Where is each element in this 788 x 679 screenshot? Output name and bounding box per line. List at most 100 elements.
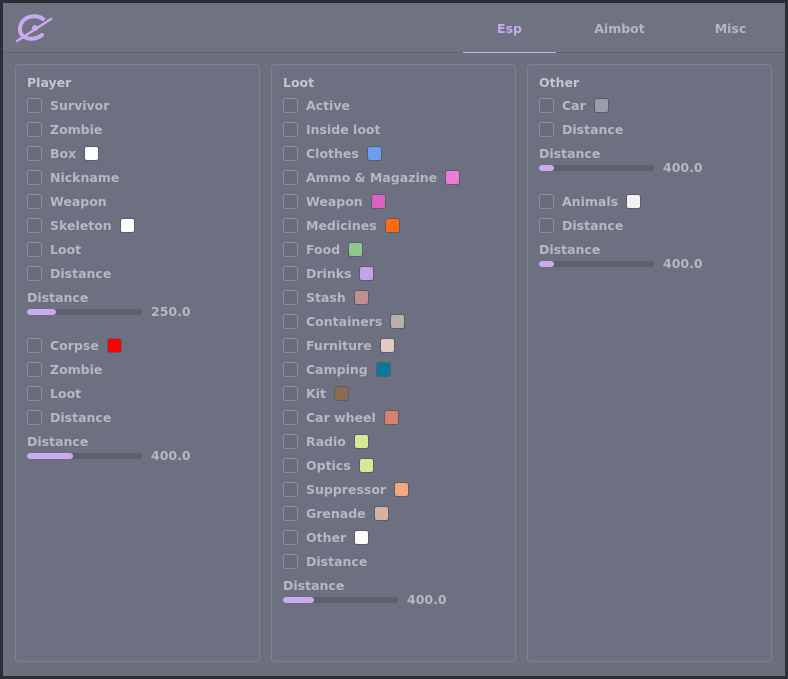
checkbox[interactable] (27, 385, 42, 401)
checkbox[interactable] (283, 553, 298, 569)
checkbox[interactable] (283, 337, 298, 353)
checkbox[interactable] (283, 361, 298, 377)
color-swatch[interactable] (348, 241, 364, 257)
slider[interactable] (539, 261, 654, 267)
checkbox-label: Optics (306, 457, 351, 473)
color-swatch[interactable] (333, 385, 349, 401)
checkbox[interactable] (539, 97, 554, 113)
checkbox-row: Box (27, 144, 100, 162)
color-swatch[interactable] (394, 481, 410, 497)
slider-value: 250.0 (151, 304, 191, 319)
checkbox-label: Zombie (50, 121, 103, 137)
checkbox[interactable] (539, 217, 554, 233)
checkbox[interactable] (283, 481, 298, 497)
checkbox[interactable] (283, 121, 298, 137)
checkbox[interactable] (27, 217, 42, 233)
checkbox-label: Animals (562, 193, 619, 209)
checkbox-row: Drinks (283, 264, 375, 282)
color-swatch[interactable] (84, 145, 100, 161)
checkbox-label: Clothes (306, 145, 359, 161)
slider-label-text: Distance (539, 145, 601, 161)
checkbox[interactable] (283, 433, 298, 449)
tab[interactable]: Aimbot (594, 21, 645, 36)
color-swatch[interactable] (106, 337, 122, 353)
checkbox-row: Survivor (27, 96, 109, 114)
logo (15, 14, 53, 43)
checkbox[interactable] (539, 193, 554, 209)
checkbox[interactable] (283, 457, 298, 473)
checkbox[interactable] (283, 169, 298, 185)
checkbox-row: Loot (27, 240, 81, 258)
checkbox-row: Zombie (27, 360, 102, 378)
checkbox[interactable] (283, 529, 298, 545)
checkbox[interactable] (283, 241, 298, 257)
slider[interactable] (539, 165, 654, 171)
checkbox-row: Car (539, 96, 609, 114)
checkbox-row: Suppressor (283, 480, 410, 498)
checkbox-label: Kit (306, 385, 326, 401)
checkbox-label: Medicines (306, 217, 377, 233)
checkbox[interactable] (283, 97, 298, 113)
checkbox[interactable] (283, 385, 298, 401)
color-swatch[interactable] (384, 217, 400, 233)
checkbox[interactable] (283, 193, 298, 209)
checkbox-label: Stash (306, 289, 346, 305)
color-swatch[interactable] (626, 193, 642, 209)
checkbox[interactable] (283, 505, 298, 521)
checkbox-label: Suppressor (306, 481, 387, 497)
tab[interactable]: Misc (714, 21, 747, 36)
color-swatch[interactable] (359, 265, 375, 281)
checkbox[interactable] (27, 409, 42, 425)
checkbox[interactable] (27, 241, 42, 257)
checkbox[interactable] (27, 145, 42, 161)
color-swatch[interactable] (445, 169, 461, 185)
color-swatch[interactable] (353, 289, 369, 305)
slider[interactable] (283, 597, 398, 603)
color-swatch[interactable] (354, 529, 370, 545)
checkbox-label: Radio (306, 433, 346, 449)
color-swatch[interactable] (375, 361, 391, 377)
checkbox[interactable] (283, 145, 298, 161)
slider-label-text: Distance (283, 577, 345, 593)
color-swatch[interactable] (366, 145, 382, 161)
header: Esp Aimbot Misc (3, 3, 785, 53)
color-swatch[interactable] (379, 337, 395, 353)
color-swatch[interactable] (383, 409, 399, 425)
checkbox-label: Weapon (50, 193, 107, 209)
checkbox-row: Weapon (27, 192, 107, 210)
checkbox-row: Active (283, 96, 350, 114)
checkbox[interactable] (27, 97, 42, 113)
color-swatch[interactable] (358, 457, 374, 473)
checkbox[interactable] (27, 193, 42, 209)
checkbox[interactable] (283, 289, 298, 305)
checkbox[interactable] (27, 337, 42, 353)
slider[interactable] (27, 453, 142, 459)
checkbox[interactable] (283, 265, 298, 281)
checkbox[interactable] (27, 361, 42, 377)
checkbox[interactable] (27, 121, 42, 137)
slider[interactable] (27, 309, 142, 315)
color-swatch[interactable] (370, 193, 386, 209)
color-swatch[interactable] (119, 217, 135, 233)
checkbox[interactable] (539, 121, 554, 137)
checkbox[interactable] (27, 169, 42, 185)
checkbox-label: Distance (562, 121, 624, 137)
color-swatch[interactable] (373, 505, 389, 521)
checkbox-row: Optics (283, 456, 374, 474)
checkbox-row: Distance (283, 552, 367, 570)
tab[interactable]: Esp (463, 3, 556, 53)
slider-fill (27, 453, 73, 459)
checkbox[interactable] (283, 217, 298, 233)
checkbox-row: Nickname (27, 168, 119, 186)
color-swatch[interactable] (353, 433, 369, 449)
checkbox-label: Camping (306, 361, 368, 377)
checkbox-row: Radio (283, 432, 369, 450)
panel-title: Player (27, 75, 72, 90)
checkbox-label: Distance (306, 553, 368, 569)
checkbox[interactable] (27, 265, 42, 281)
checkbox[interactable] (283, 409, 298, 425)
color-swatch[interactable] (390, 313, 406, 329)
color-swatch[interactable] (593, 97, 609, 113)
checkbox-row: Corpse (27, 336, 122, 354)
checkbox[interactable] (283, 313, 298, 329)
